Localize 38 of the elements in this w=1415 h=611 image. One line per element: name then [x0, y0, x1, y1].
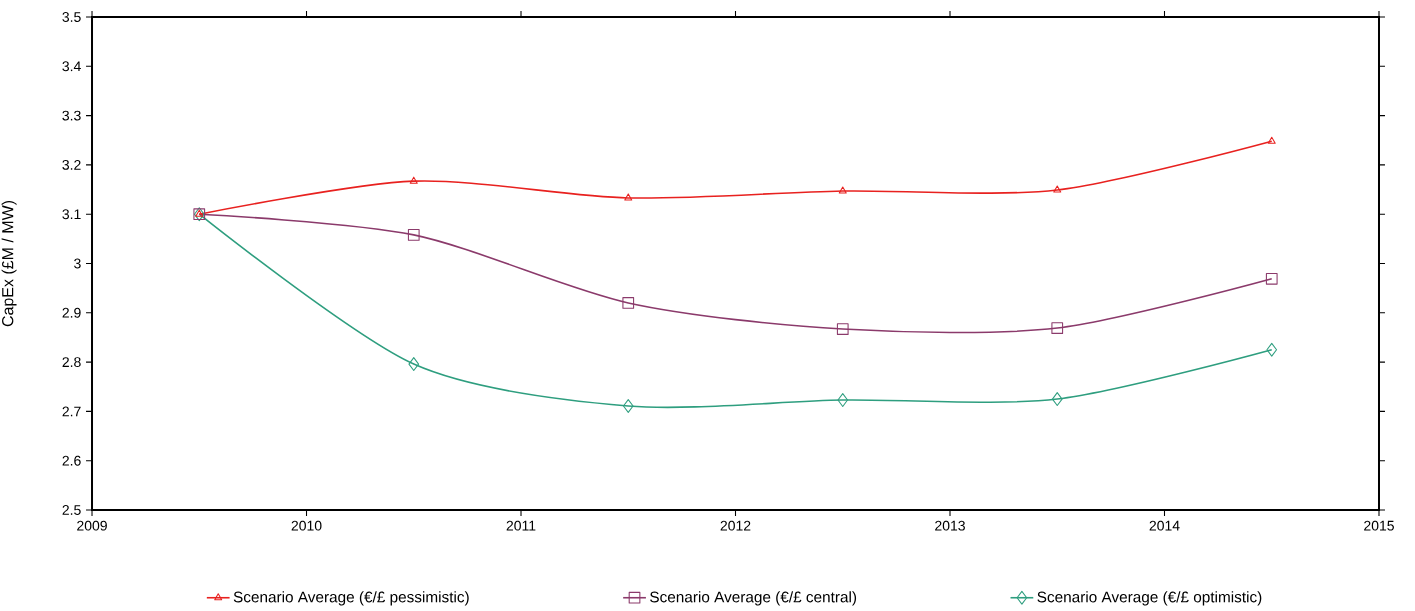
x-tick-label: 2012 [720, 520, 751, 531]
point [1053, 185, 1062, 193]
point [838, 186, 847, 194]
point [1051, 322, 1064, 334]
y-tick-label: 2.6 [62, 455, 81, 466]
point [624, 193, 633, 201]
y-tick-label: 3 [74, 258, 81, 269]
point [409, 176, 418, 184]
y-axis-title: CapEx (£M / MW) [1, 200, 17, 327]
x-tick-label: 2010 [291, 520, 322, 531]
x-tick-label: 2015 [1364, 520, 1394, 531]
y-tick-label: 2.5 [62, 505, 81, 515]
y-tick-label: 2.8 [62, 357, 81, 368]
y-tick-label: 3.2 [62, 159, 81, 170]
point [1266, 342, 1278, 357]
y-tick-label: 2.7 [62, 406, 81, 417]
y-tick-label: 2.9 [62, 307, 81, 318]
y-tick-label: 3.3 [62, 110, 81, 121]
point [836, 323, 849, 335]
x-tick-label: 2011 [506, 520, 536, 531]
point [622, 399, 634, 413]
y-tick-label: 3.1 [62, 209, 81, 220]
y-tick-label: 3.4 [62, 61, 81, 72]
legend-label: Scenario Average (€/£ optimistic) [1037, 591, 1262, 606]
legend-label: Scenario Average (€/£ pessimistic) [233, 591, 469, 606]
point [837, 393, 849, 407]
x-tick-label: 2014 [1149, 520, 1180, 531]
point [622, 297, 635, 309]
y-tick-label: 3.5 [62, 12, 81, 22]
x-tick-label: 2009 [77, 520, 107, 531]
point [195, 209, 204, 217]
point [407, 229, 420, 241]
point [1265, 272, 1278, 285]
legend-label: Scenario Average (€/£ central) [650, 591, 857, 606]
point [408, 357, 420, 371]
point [1051, 392, 1063, 407]
point [1267, 136, 1276, 144]
x-tick-label: 2013 [935, 520, 965, 531]
